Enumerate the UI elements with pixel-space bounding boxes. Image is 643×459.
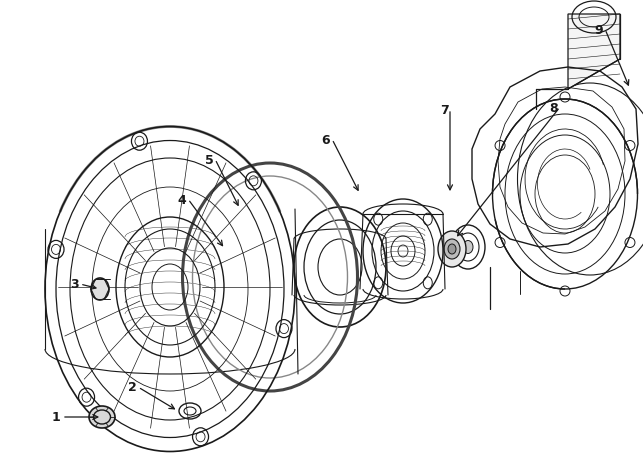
Text: 5: 5 <box>204 153 213 166</box>
Text: 1: 1 <box>51 411 60 424</box>
Ellipse shape <box>89 406 115 428</box>
Ellipse shape <box>463 241 473 254</box>
Text: 6: 6 <box>322 133 331 146</box>
Ellipse shape <box>438 231 466 268</box>
Text: 9: 9 <box>595 23 603 36</box>
Polygon shape <box>568 15 620 90</box>
Text: 3: 3 <box>69 278 78 291</box>
Text: 7: 7 <box>440 103 448 116</box>
Text: 4: 4 <box>177 193 186 206</box>
Text: 8: 8 <box>550 101 558 114</box>
Text: 2: 2 <box>127 381 136 394</box>
Ellipse shape <box>91 279 109 300</box>
Ellipse shape <box>448 245 456 254</box>
Ellipse shape <box>444 240 460 259</box>
